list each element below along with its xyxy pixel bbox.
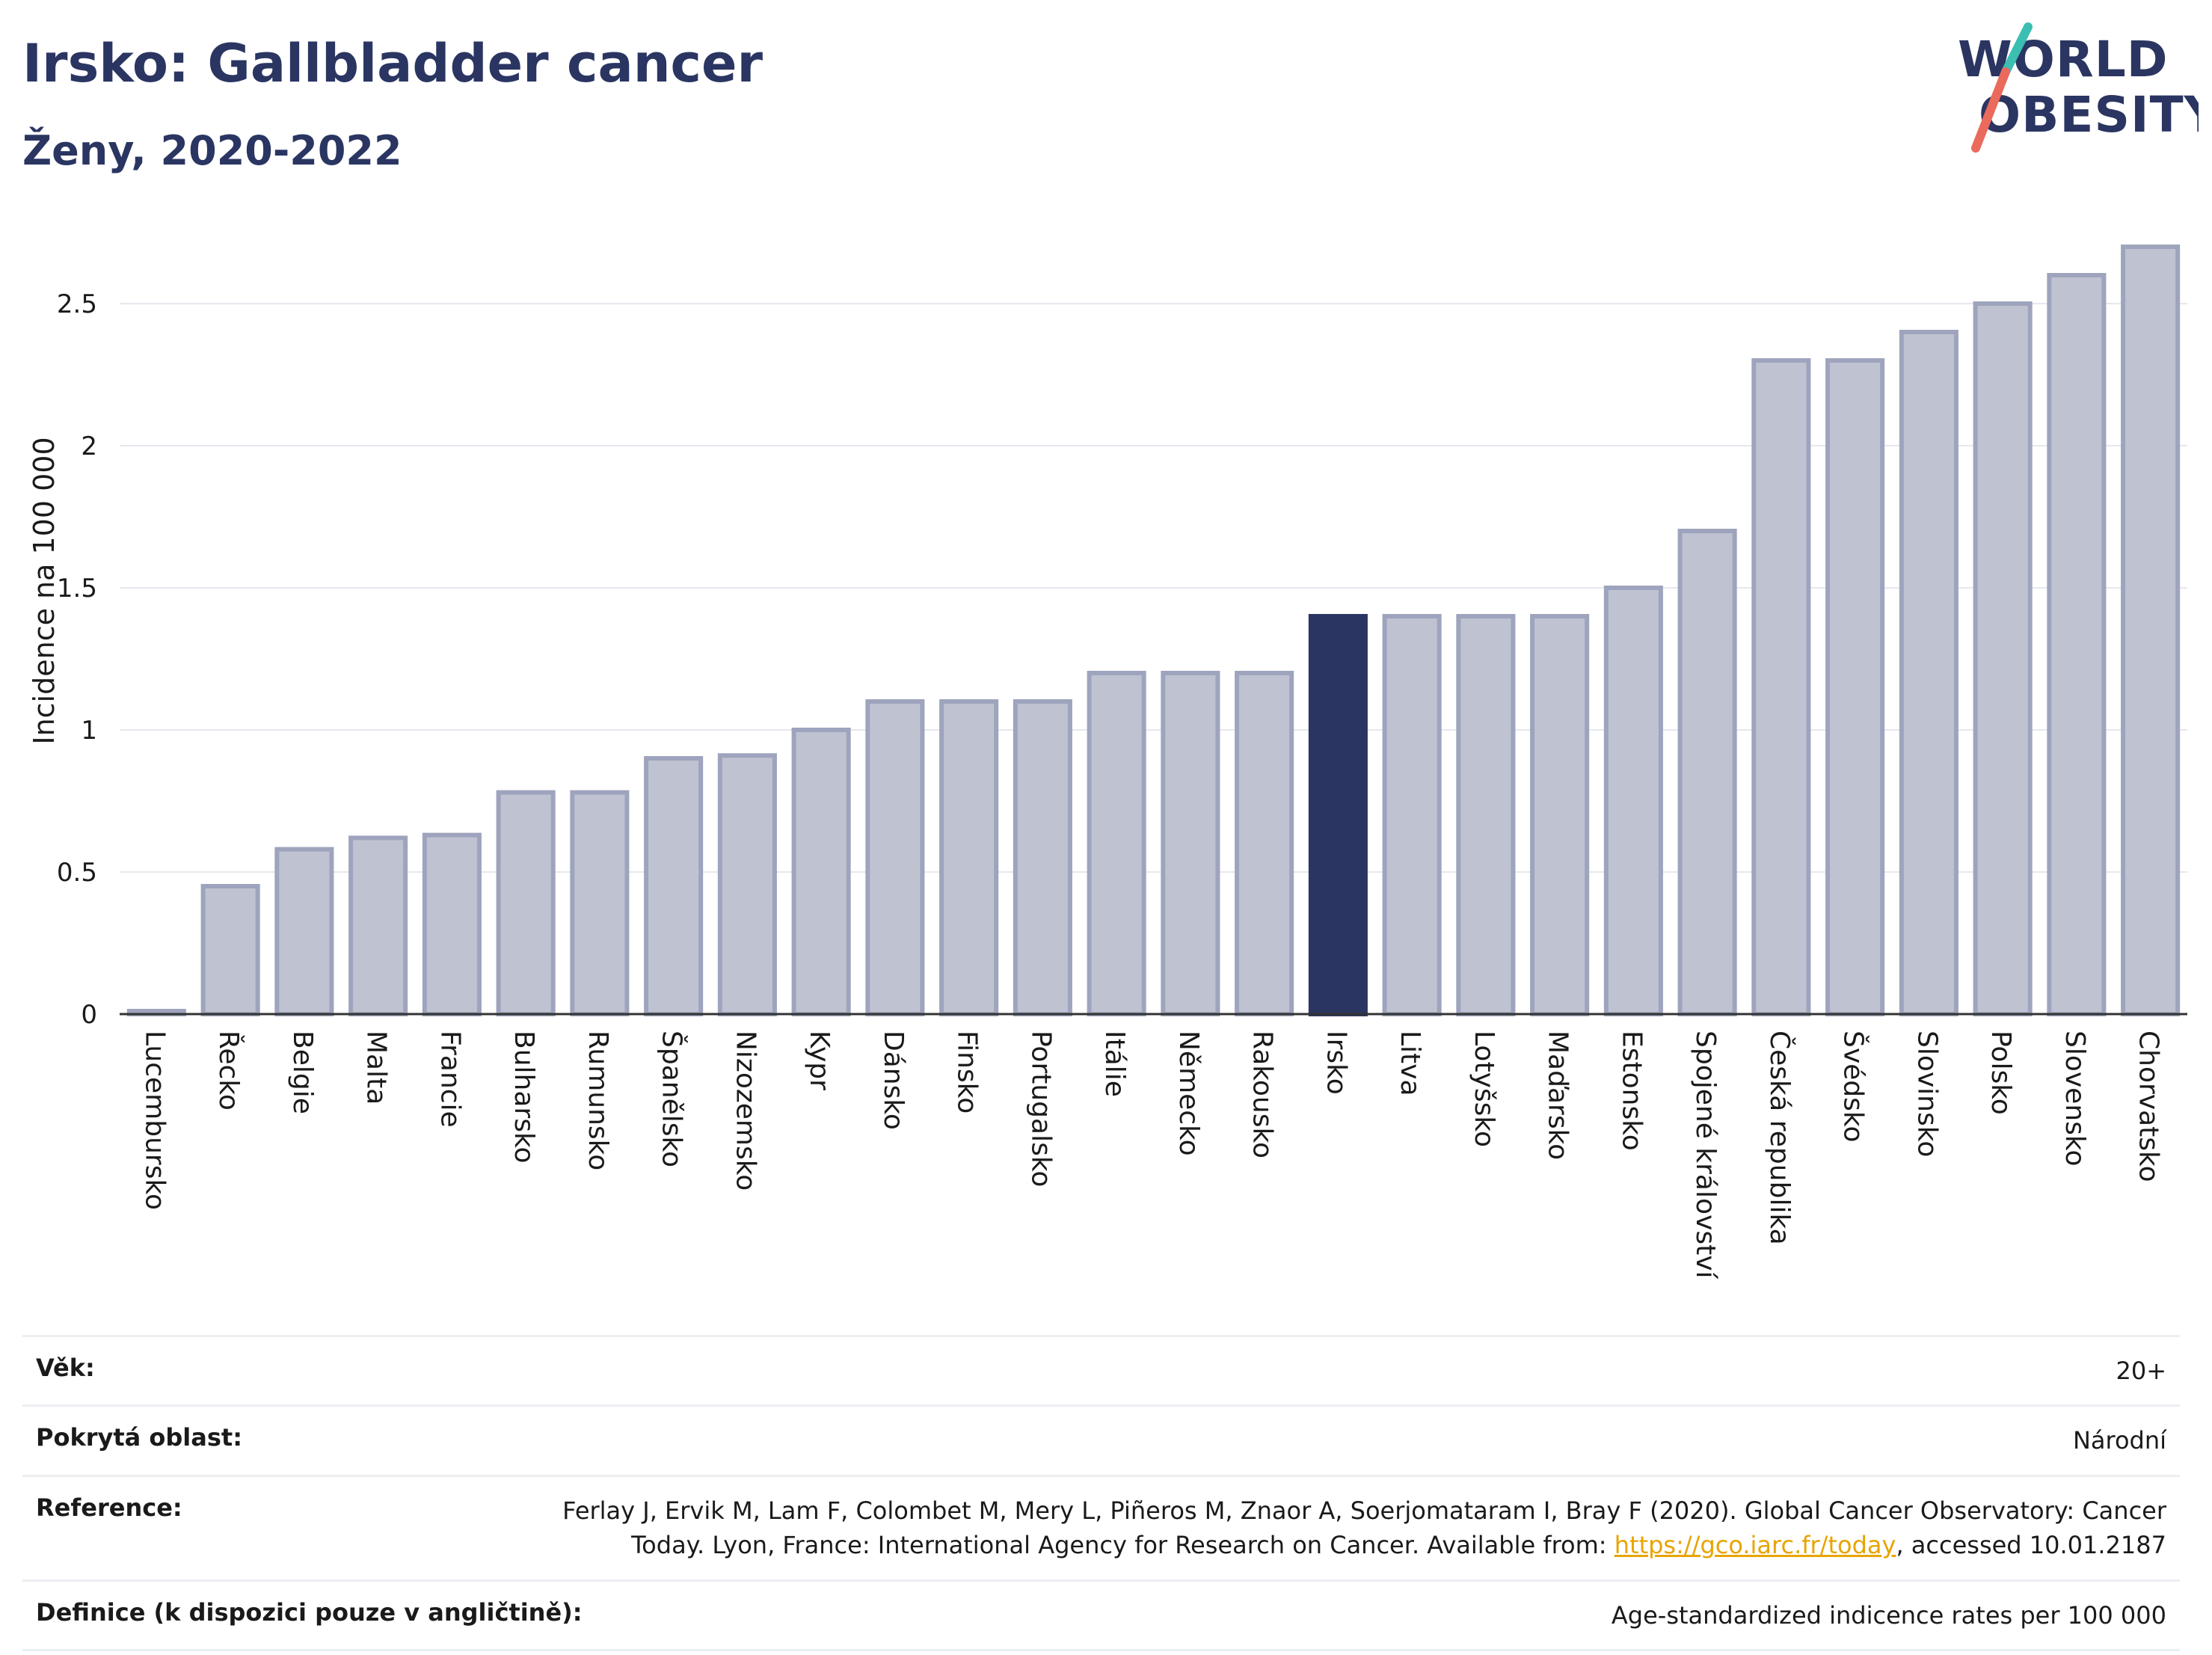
bar [1013,699,1072,1016]
bar-chart: 0 0.5 1 1.5 2 2.5 Lucembursko Řecko Belgie Malta F… [28,245,2187,1280]
x-tick-label: Španělsko [657,1031,688,1167]
x-tick-label: Slovinsko [1911,1031,1942,1157]
chart-title: Irsko: Gallbladder cancer [22,33,764,94]
axes: 0 0.5 1 1.5 2 2.5 Lucembursko Řecko Belgie Malta F… [57,289,2187,1280]
y-tick-label: 1.5 [57,574,97,604]
x-tick-label: Spojené království [1690,1031,1721,1280]
bar [274,847,334,1016]
bar [1751,358,1811,1016]
meta-value-definition: Age-standardized indicence rates per 100… [1611,1600,2166,1630]
y-tick-label: 1 [81,716,97,746]
logo-line-world: WORLD [1958,31,2169,88]
meta-row-definition: Definice (k dispozici pouze v angličtině… [22,1579,2180,1651]
logo-line-obesity: OBESITY [1979,86,2199,144]
bar [1677,529,1737,1016]
bar [791,728,851,1016]
x-tick-label: Lotyšsko [1469,1031,1499,1147]
x-tick-label: Belgie [287,1031,318,1114]
x-tick-label: Litva [1395,1031,1425,1096]
x-tick-label: Rakousko [1247,1031,1278,1158]
x-tick-label: Kypr [804,1031,835,1090]
bar [200,884,260,1016]
x-tick-label: Švédsko [1838,1031,1870,1143]
bar [1973,301,2033,1016]
x-tick-label: Irsko [1321,1031,1351,1095]
x-tick-label: Nizozemsko [730,1031,761,1191]
bar [865,699,925,1016]
meta-row-coverage: Pokrytá oblast: Národní [22,1404,2180,1474]
world-obesity-logo: WORLD OBESITY [1958,22,2199,153]
meta-value-reference: Ferlay J, Ervik M, Lam F, Colombet M, Me… [562,1493,2166,1563]
x-tick-label: Česká republika [1764,1031,1795,1245]
bar [1899,330,1958,1016]
bar [1161,671,1220,1016]
y-tick-label: 2.5 [57,289,97,319]
reference-link[interactable]: https://gco.iarc.fr/today [1614,1531,1896,1560]
logo-slash-teal [2001,22,2033,76]
x-tick-label: Portugalsko [1025,1031,1056,1187]
meta-row-reference: Reference: Ferlay J, Ervik M, Lam F, Col… [22,1474,2180,1579]
meta-label-definition: Definice (k dispozici pouze v angličtině… [36,1597,583,1627]
x-tick-label: Estonsko [1616,1031,1647,1151]
meta-label-coverage: Pokrytá oblast: [36,1423,242,1452]
chart-subtitle: Ženy, 2020-2022 [22,127,402,174]
y-tick-label: 0 [81,1000,97,1030]
bar [570,790,630,1016]
x-tick-label: Lucembursko [139,1031,170,1210]
y-tick-label: 2 [81,432,97,461]
x-tick-label: Finsko [952,1031,983,1114]
logo-slash-red [1971,67,2010,153]
reference-text-line2: Today. Lyon, France: International Agenc… [631,1531,1615,1560]
x-tick-label: Itálie [1099,1031,1130,1097]
bar [496,790,556,1016]
x-tick-label: Polsko [1985,1031,2016,1115]
x-tick-label: Řecko [213,1031,245,1111]
x-tick-label: Bulharsko [509,1031,539,1164]
reference-accessed: , accessed 10.01.2187 [1896,1531,2166,1560]
bar [2121,245,2181,1016]
bar [1235,671,1294,1016]
x-tick-label: Slovensko [2059,1031,2090,1167]
bar [1456,614,1516,1016]
bar [1603,586,1663,1016]
metadata-table: Věk: 20+ Pokrytá oblast: Národní Referen… [22,1335,2180,1651]
x-tick-label: Chorvatsko [2133,1031,2164,1182]
bar [422,832,482,1016]
y-axis-label: Incidence na 100 000 [28,437,61,744]
bar [939,699,999,1016]
bar [1825,358,1885,1016]
bar [2047,273,2107,1016]
bar [644,756,704,1016]
x-tick-label: Rumunsko [583,1031,613,1170]
meta-label-age: Věk: [36,1354,95,1382]
bar [1530,614,1590,1016]
meta-value-age: 20+ [2116,1357,2166,1385]
x-tick-label: Německo [1173,1031,1204,1156]
bar-highlight [1308,614,1368,1016]
meta-row-age: Věk: 20+ [22,1335,2180,1404]
y-tick-label: 0.5 [57,858,97,888]
meta-label-reference: Reference: [36,1493,182,1522]
bar [1382,614,1442,1016]
bars [126,245,2181,1017]
x-tick-label: Francie [434,1031,465,1128]
reference-text-line1: Ferlay J, Ervik M, Lam F, Colombet M, Me… [562,1496,2166,1525]
x-tick-label: Maďarsko [1543,1031,1573,1160]
x-tick-label: Malta [361,1031,392,1105]
bar [348,835,408,1017]
x-tick-label: Dánsko [878,1031,909,1130]
bar [717,753,777,1016]
meta-value-coverage: Národní [2072,1426,2166,1455]
bar [1087,671,1146,1016]
